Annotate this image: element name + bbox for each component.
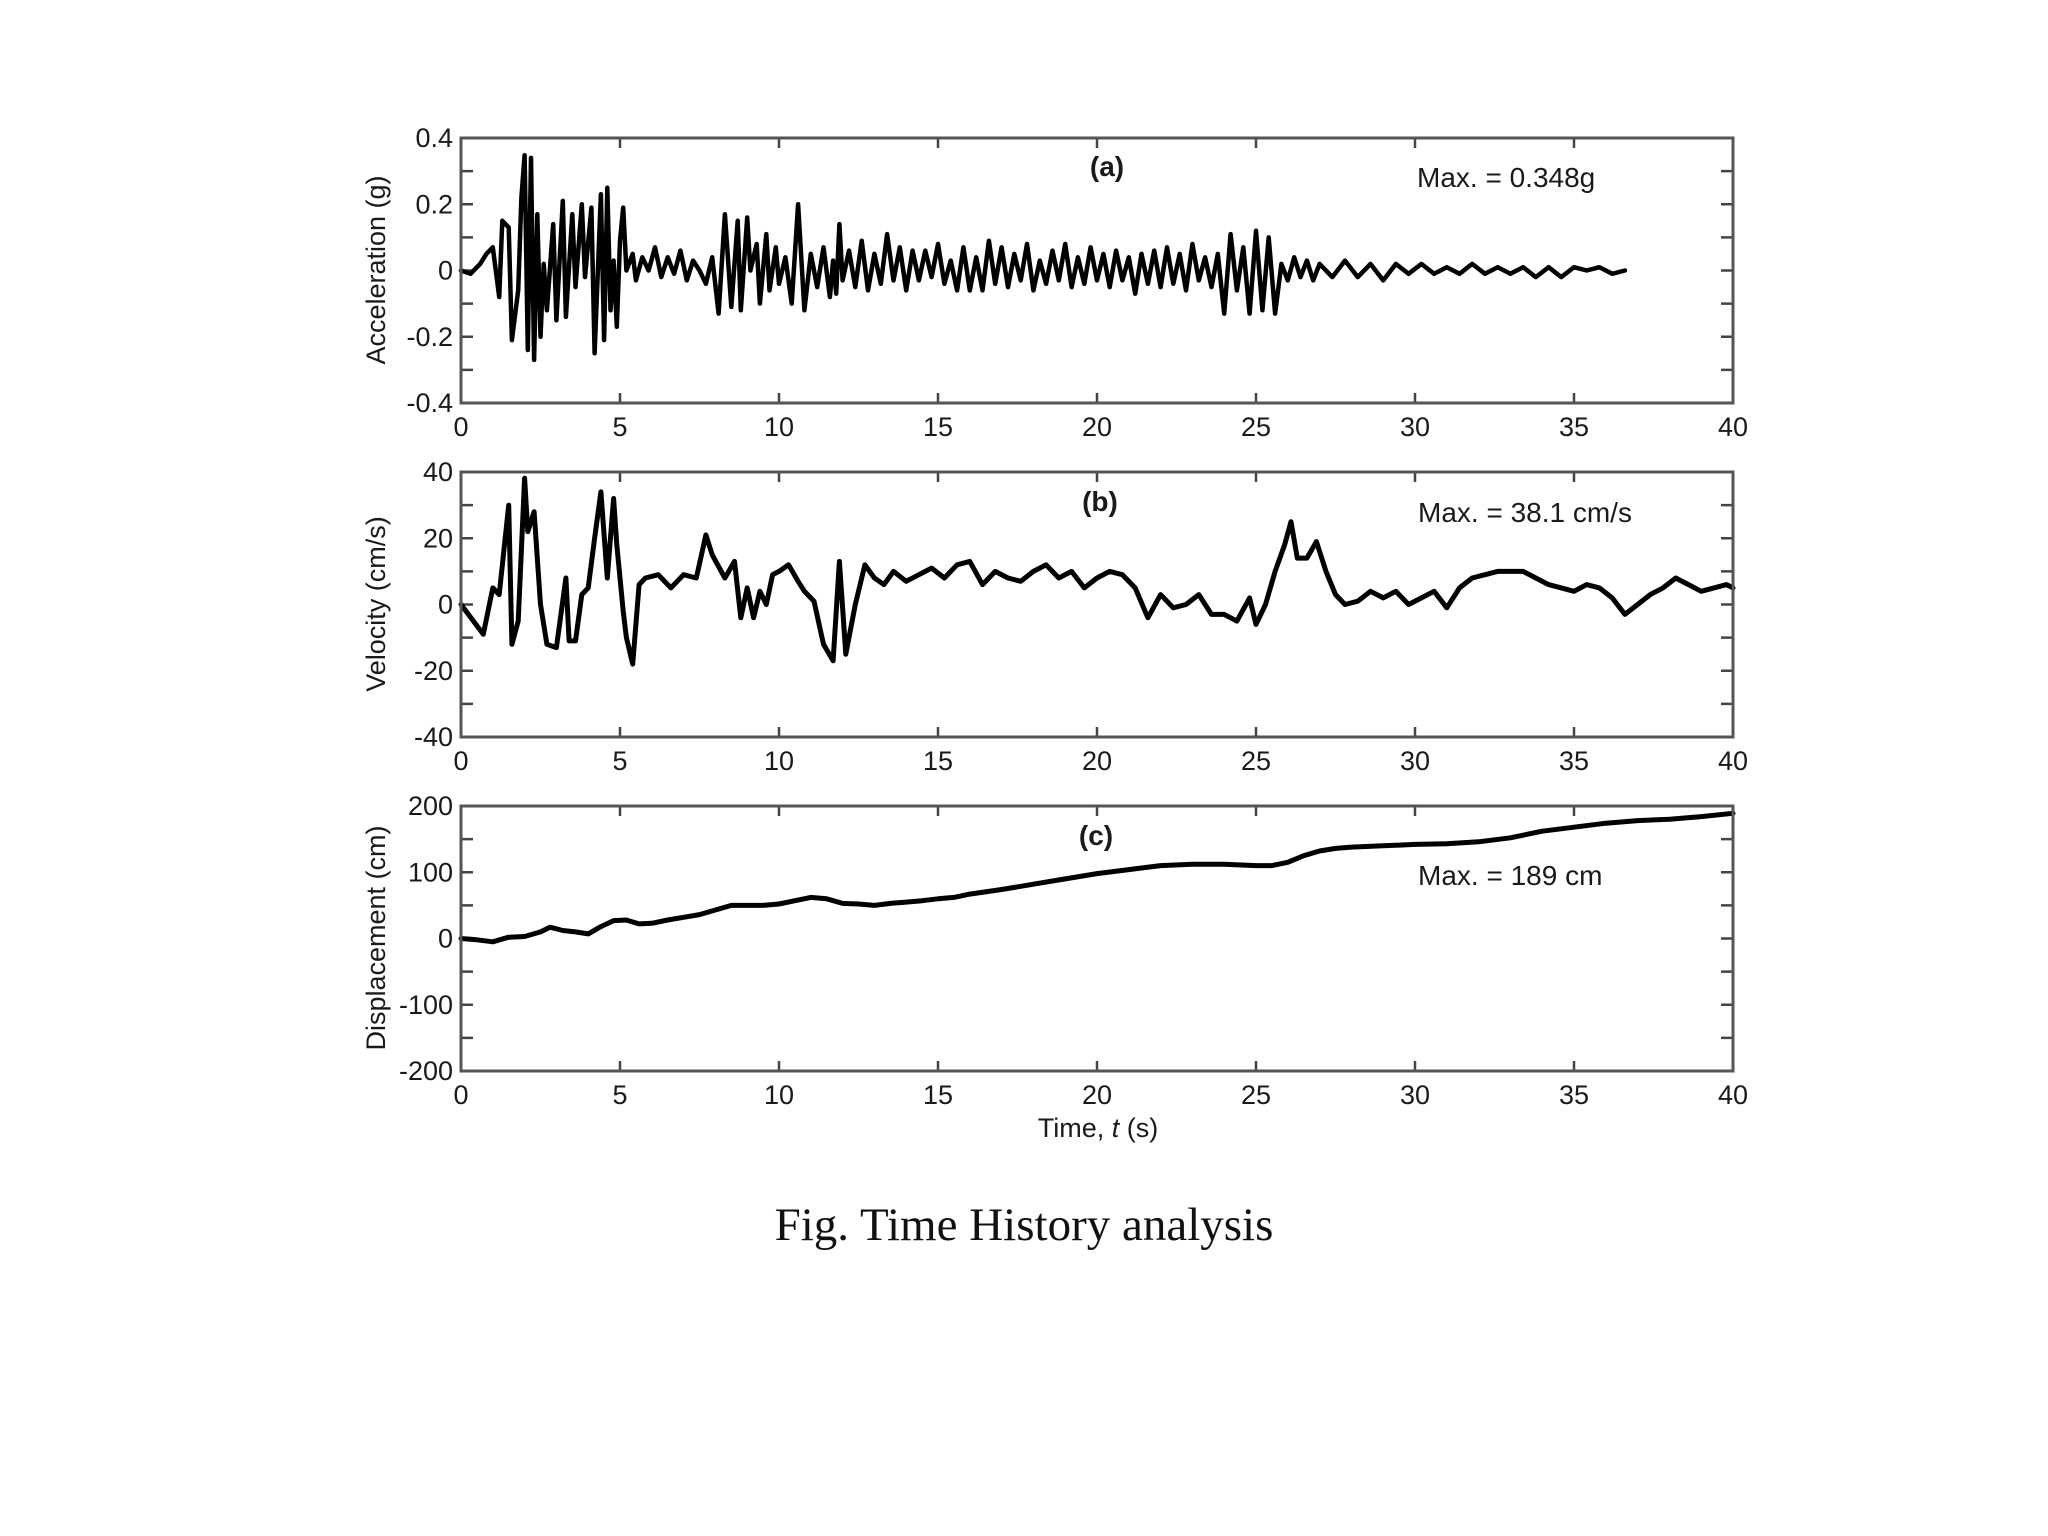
xticklabels: 0 5 10 15 20 25 30 35 40 bbox=[453, 1080, 1748, 1110]
velocity-trace bbox=[458, 475, 1736, 667]
xticklabels: 0 5 10 15 20 25 30 35 40 bbox=[453, 412, 1748, 442]
ytick-label: -200 bbox=[399, 1056, 453, 1086]
xtick-label: 15 bbox=[923, 412, 953, 442]
max-annotation-b: Max. = 38.1 cm/s bbox=[1418, 497, 1632, 528]
axes-frame bbox=[459, 804, 1735, 1073]
ytick-label: 40 bbox=[423, 457, 453, 487]
xtick-label: 20 bbox=[1082, 1080, 1112, 1110]
axes-frame bbox=[459, 136, 1735, 405]
xtick-label: 5 bbox=[612, 412, 627, 442]
ytick-label: 20 bbox=[423, 523, 453, 553]
max-annotation-a: Max. = 0.348g bbox=[1417, 162, 1595, 193]
displacement-trace bbox=[458, 810, 1736, 945]
ytick-label: -0.4 bbox=[406, 388, 453, 418]
xtick-label: 10 bbox=[764, 412, 794, 442]
ytick-label: -0.2 bbox=[406, 322, 453, 352]
xtick-label: 25 bbox=[1241, 1080, 1271, 1110]
xticklabels: 0 5 10 15 20 25 30 35 40 bbox=[453, 746, 1748, 776]
ytick-label: 0 bbox=[438, 590, 453, 620]
xtick-label: 5 bbox=[612, 1080, 627, 1110]
ylabel-displacement: Displacement (cm) bbox=[361, 825, 391, 1050]
ytick-label: -100 bbox=[399, 990, 453, 1020]
xtick-label: 15 bbox=[923, 1080, 953, 1110]
xtick-label: 30 bbox=[1400, 412, 1430, 442]
xtick-label: 25 bbox=[1241, 746, 1271, 776]
yticklabels: -200 -100 0 100 200 bbox=[399, 791, 453, 1086]
ytick-label: 0 bbox=[438, 256, 453, 286]
xtick-label: 10 bbox=[764, 1080, 794, 1110]
xtick-label: 25 bbox=[1241, 412, 1271, 442]
xtick-label: 35 bbox=[1559, 746, 1589, 776]
xtick-label: 35 bbox=[1559, 412, 1589, 442]
xtick-label: 30 bbox=[1400, 746, 1430, 776]
ytick-label: 0 bbox=[438, 924, 453, 954]
xtick-label: 10 bbox=[764, 746, 794, 776]
xtick-label: 20 bbox=[1082, 746, 1112, 776]
xtick-label: 5 bbox=[612, 746, 627, 776]
xtick-label: 35 bbox=[1559, 1080, 1589, 1110]
panel-velocity: Velocity (cm/s) -40 -20 0 20 40 0 5 10 15 20 25 30… bbox=[361, 457, 1748, 776]
xtick-label: 0 bbox=[453, 412, 468, 442]
xtick-label: 40 bbox=[1718, 746, 1748, 776]
ytick-label: 100 bbox=[408, 857, 453, 887]
xlabel-time: Time, t (s) bbox=[1038, 1113, 1159, 1143]
xtick-label: 0 bbox=[453, 746, 468, 776]
ylabel-acceleration: Acceleration (g) bbox=[361, 175, 391, 364]
ytick-label: 0.4 bbox=[415, 123, 453, 153]
panel-acceleration: Acceleration (g) -0.4 -0.2 0 0.2 0.4 0 5 10 15 2… bbox=[361, 123, 1748, 442]
xtick-label: 40 bbox=[1718, 1080, 1748, 1110]
max-annotation-c: Max. = 189 cm bbox=[1418, 860, 1602, 891]
yticklabels: -0.4 -0.2 0 0.2 0.4 bbox=[406, 123, 453, 418]
panel-label-b: (b) bbox=[1082, 486, 1118, 517]
ytick-label: 200 bbox=[408, 791, 453, 821]
yticklabels: -40 -20 0 20 40 bbox=[414, 457, 453, 752]
panel-label-c: (c) bbox=[1079, 820, 1113, 851]
ylabel-velocity: Velocity (cm/s) bbox=[361, 516, 391, 692]
xtick-label: 0 bbox=[453, 1080, 468, 1110]
panel-label-a: (a) bbox=[1090, 151, 1124, 182]
ytick-label: -40 bbox=[414, 722, 453, 752]
ytick-label: -20 bbox=[414, 656, 453, 686]
xtick-label: 40 bbox=[1718, 412, 1748, 442]
acceleration-trace bbox=[458, 152, 1628, 363]
xtick-label: 15 bbox=[923, 746, 953, 776]
figure-caption: Fig. Time History analysis bbox=[774, 1199, 1274, 1251]
panel-displacement: Displacement (cm) -200 -100 0 100 200 0 5 10 15… bbox=[361, 791, 1748, 1143]
xtick-label: 20 bbox=[1082, 412, 1112, 442]
xtick-label: 30 bbox=[1400, 1080, 1430, 1110]
ytick-label: 0.2 bbox=[415, 189, 453, 219]
axes-frame bbox=[459, 470, 1735, 739]
